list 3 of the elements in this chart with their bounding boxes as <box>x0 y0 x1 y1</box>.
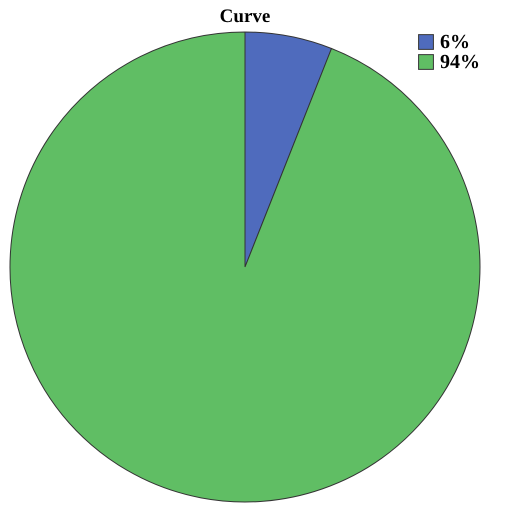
chart-title: Curve <box>220 6 270 27</box>
legend-label: 6% <box>440 31 470 53</box>
legend-label: 94% <box>440 51 480 73</box>
